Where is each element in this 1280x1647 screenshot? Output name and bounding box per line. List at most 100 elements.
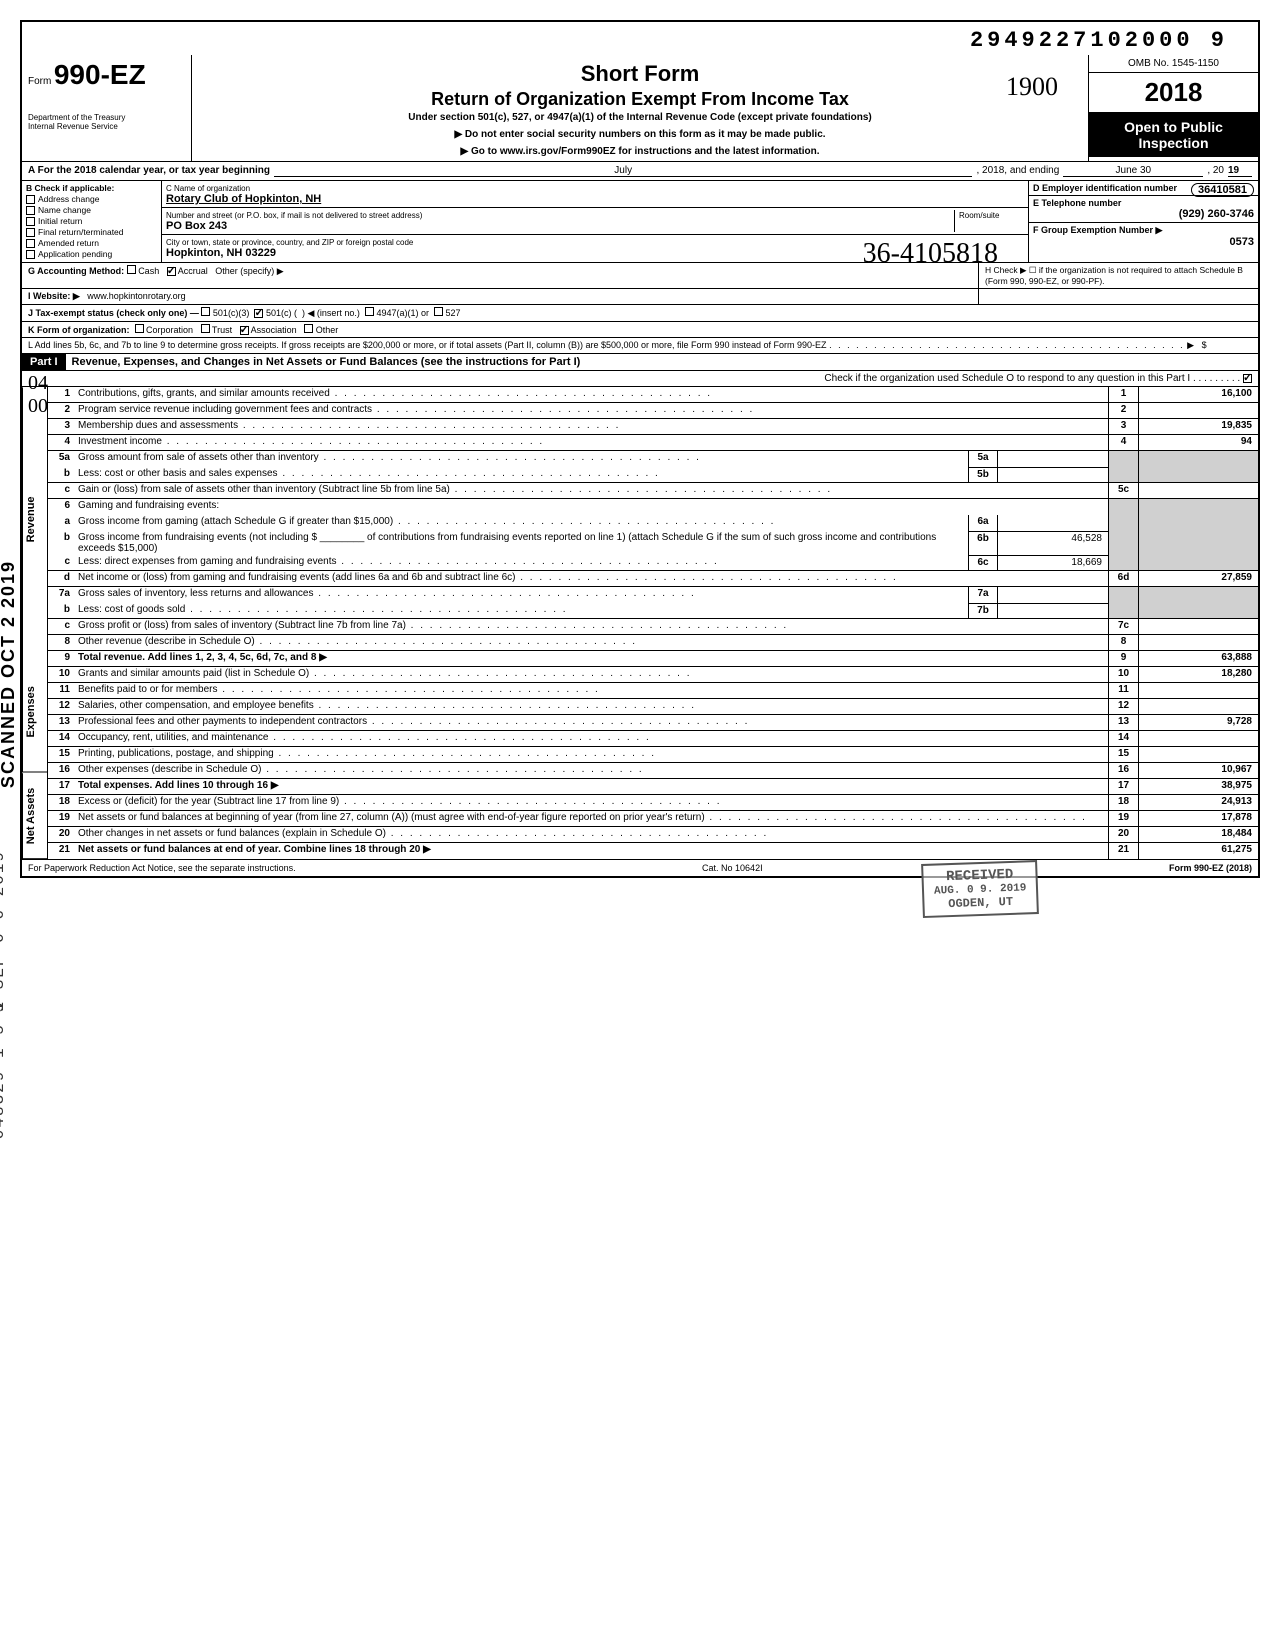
val-21: 61,275	[1138, 843, 1258, 859]
main-title: Return of Organization Exempt From Incom…	[200, 89, 1080, 110]
line-18: Excess or (deficit) for the year (Subtra…	[76, 795, 1108, 810]
form-header: Form 990-EZ Department of the Treasury I…	[22, 55, 1258, 162]
line-20: Other changes in net assets or fund bala…	[76, 827, 1108, 842]
chk-name-change[interactable]	[26, 206, 35, 215]
chk-501c3[interactable]	[201, 307, 210, 316]
chk-501c[interactable]	[254, 309, 263, 318]
form-ref: Form 990-EZ (2018)	[1169, 863, 1252, 873]
line-15: Printing, publications, postage, and shi…	[76, 747, 1108, 762]
val-7c	[1138, 619, 1258, 634]
row-l-gross-receipts: L Add lines 5b, 6c, and 7b to line 9 to …	[22, 338, 1258, 354]
col-b-checkboxes: B Check if applicable: Address change Na…	[22, 181, 162, 262]
val-18: 24,913	[1138, 795, 1258, 810]
val-13: 9,728	[1138, 715, 1258, 730]
chk-address-change[interactable]	[26, 195, 35, 204]
line-17: Total expenses. Add lines 10 through 16	[76, 779, 1108, 794]
line-6: Gaming and fundraising events:	[76, 499, 1108, 515]
line-9: Total revenue. Add lines 1, 2, 3, 4, 5c,…	[76, 651, 1108, 666]
chk-association[interactable]	[240, 326, 249, 335]
line-6c: Less: direct expenses from gaming and fu…	[76, 555, 968, 570]
org-address: PO Box 243	[166, 220, 227, 232]
line-8: Other revenue (describe in Schedule O)	[76, 635, 1108, 650]
line-16: Other expenses (describe in Schedule O)	[76, 763, 1108, 778]
group-exemption: 0573	[1033, 236, 1254, 248]
part1-schedule-o-check: Check if the organization used Schedule …	[22, 371, 1258, 387]
gross-receipts-val: $	[1202, 340, 1207, 350]
line-10: Grants and similar amounts paid (list in…	[76, 667, 1108, 682]
ssn-note: ▶ Do not enter social security numbers o…	[200, 129, 1080, 140]
telephone: (929) 260-3746	[1033, 208, 1254, 220]
val-3: 19,835	[1138, 419, 1258, 434]
tax-year: 20201818	[1089, 73, 1258, 113]
chk-corporation[interactable]	[135, 324, 144, 333]
side-expenses: Expenses	[22, 652, 48, 773]
line-11: Benefits paid to or for members	[76, 683, 1108, 698]
website-note: ▶ Go to www.irs.gov/Form990EZ for instru…	[200, 146, 1080, 157]
chk-trust[interactable]	[201, 324, 210, 333]
line-6b: Gross income from fundraising events (no…	[76, 531, 968, 555]
form-number: 990-EZ	[54, 59, 146, 90]
paperwork-notice: For Paperwork Reduction Act Notice, see …	[28, 863, 296, 873]
cat-no: Cat. No 10642I	[702, 863, 763, 873]
val-16: 10,967	[1138, 763, 1258, 778]
val-6b: 46,528	[998, 531, 1108, 555]
row-g-accounting: G Accounting Method: Cash Accrual Other …	[22, 263, 1258, 289]
chk-initial-return[interactable]	[26, 217, 35, 226]
line-7c: Gross profit or (loss) from sales of inv…	[76, 619, 1108, 634]
line-21: Net assets or fund balances at end of ye…	[76, 843, 1108, 859]
val-6d: 27,859	[1138, 571, 1258, 586]
chk-4947[interactable]	[365, 307, 374, 316]
val-5c	[1138, 483, 1258, 498]
val-6c: 18,669	[998, 555, 1108, 570]
line-14: Occupancy, rent, utilities, and maintena…	[76, 731, 1108, 746]
line-5c: Gain or (loss) from sale of assets other…	[76, 483, 1108, 498]
omb-number: OMB No. 1545-1150	[1089, 55, 1258, 73]
row-a-tax-year: A For the 2018 calendar year, or tax yea…	[22, 162, 1258, 181]
val-1: 16,100	[1138, 387, 1258, 402]
side-net-assets: Net Assets	[22, 773, 48, 859]
val-9: 63,888	[1138, 651, 1258, 666]
chk-amended-return[interactable]	[26, 239, 35, 248]
margin-date-stamp: 5 SEP 0 6 2019	[0, 850, 8, 1012]
chk-527[interactable]	[434, 307, 443, 316]
val-8	[1138, 635, 1258, 650]
val-17: 38,975	[1138, 779, 1258, 794]
chk-other-org[interactable]	[304, 324, 313, 333]
short-form-title: Short Form	[200, 61, 1080, 87]
year-begin: July	[274, 165, 973, 177]
line-4: Investment income	[76, 435, 1108, 450]
val-11	[1138, 683, 1258, 698]
open-to-public: Open to Public Inspection	[1089, 113, 1258, 157]
line-7a: Gross sales of inventory, less returns a…	[76, 587, 968, 603]
chk-final-return[interactable]	[26, 228, 35, 237]
line-6d: Net income or (loss) from gaming and fun…	[76, 571, 1108, 586]
chk-accrual[interactable]	[167, 267, 176, 276]
row-k-form-org: K Form of organization: Corporation Trus…	[22, 322, 1258, 338]
website-url: www.hopkintonrotary.org	[87, 291, 185, 301]
line-1: Contributions, gifts, grants, and simila…	[76, 387, 1108, 402]
year-suffix: 19	[1228, 165, 1252, 177]
val-14	[1138, 731, 1258, 746]
chk-cash[interactable]	[127, 265, 136, 274]
received-stamp: RECEIVED AUG. 0 9. 2019 OGDEN, UT	[921, 860, 1039, 918]
chk-application-pending[interactable]	[26, 250, 35, 259]
year-end: June 30	[1063, 165, 1203, 177]
row-j-exempt-status: J Tax-exempt status (check only one) — 5…	[22, 305, 1258, 322]
identity-block: B Check if applicable: Address change Na…	[22, 181, 1258, 263]
line-3: Membership dues and assessments	[76, 419, 1108, 434]
subtitle: Under section 501(c), 527, or 4947(a)(1)…	[200, 112, 1080, 123]
margin-number-stamp: 048329 1 5 1	[0, 1000, 8, 1139]
line-5b: Less: cost or other basis and sales expe…	[76, 467, 968, 482]
scanned-stamp: SCANNED OCT 2 2019	[0, 560, 19, 788]
footer: For Paperwork Reduction Act Notice, see …	[22, 859, 1258, 876]
row-i-website: I Website: ▶ www.hopkintonrotary.org	[22, 289, 1258, 305]
chk-schedule-o[interactable]	[1243, 374, 1252, 383]
side-revenue: Revenue	[22, 387, 48, 652]
val-12	[1138, 699, 1258, 714]
org-city: Hopkinton, NH 03229	[166, 247, 276, 259]
line-2: Program service revenue including govern…	[76, 403, 1108, 418]
part1-body: Revenue Expenses Net Assets 1Contributio…	[22, 387, 1258, 859]
val-19: 17,878	[1138, 811, 1258, 826]
val-4: 94	[1138, 435, 1258, 450]
line-12: Salaries, other compensation, and employ…	[76, 699, 1108, 714]
